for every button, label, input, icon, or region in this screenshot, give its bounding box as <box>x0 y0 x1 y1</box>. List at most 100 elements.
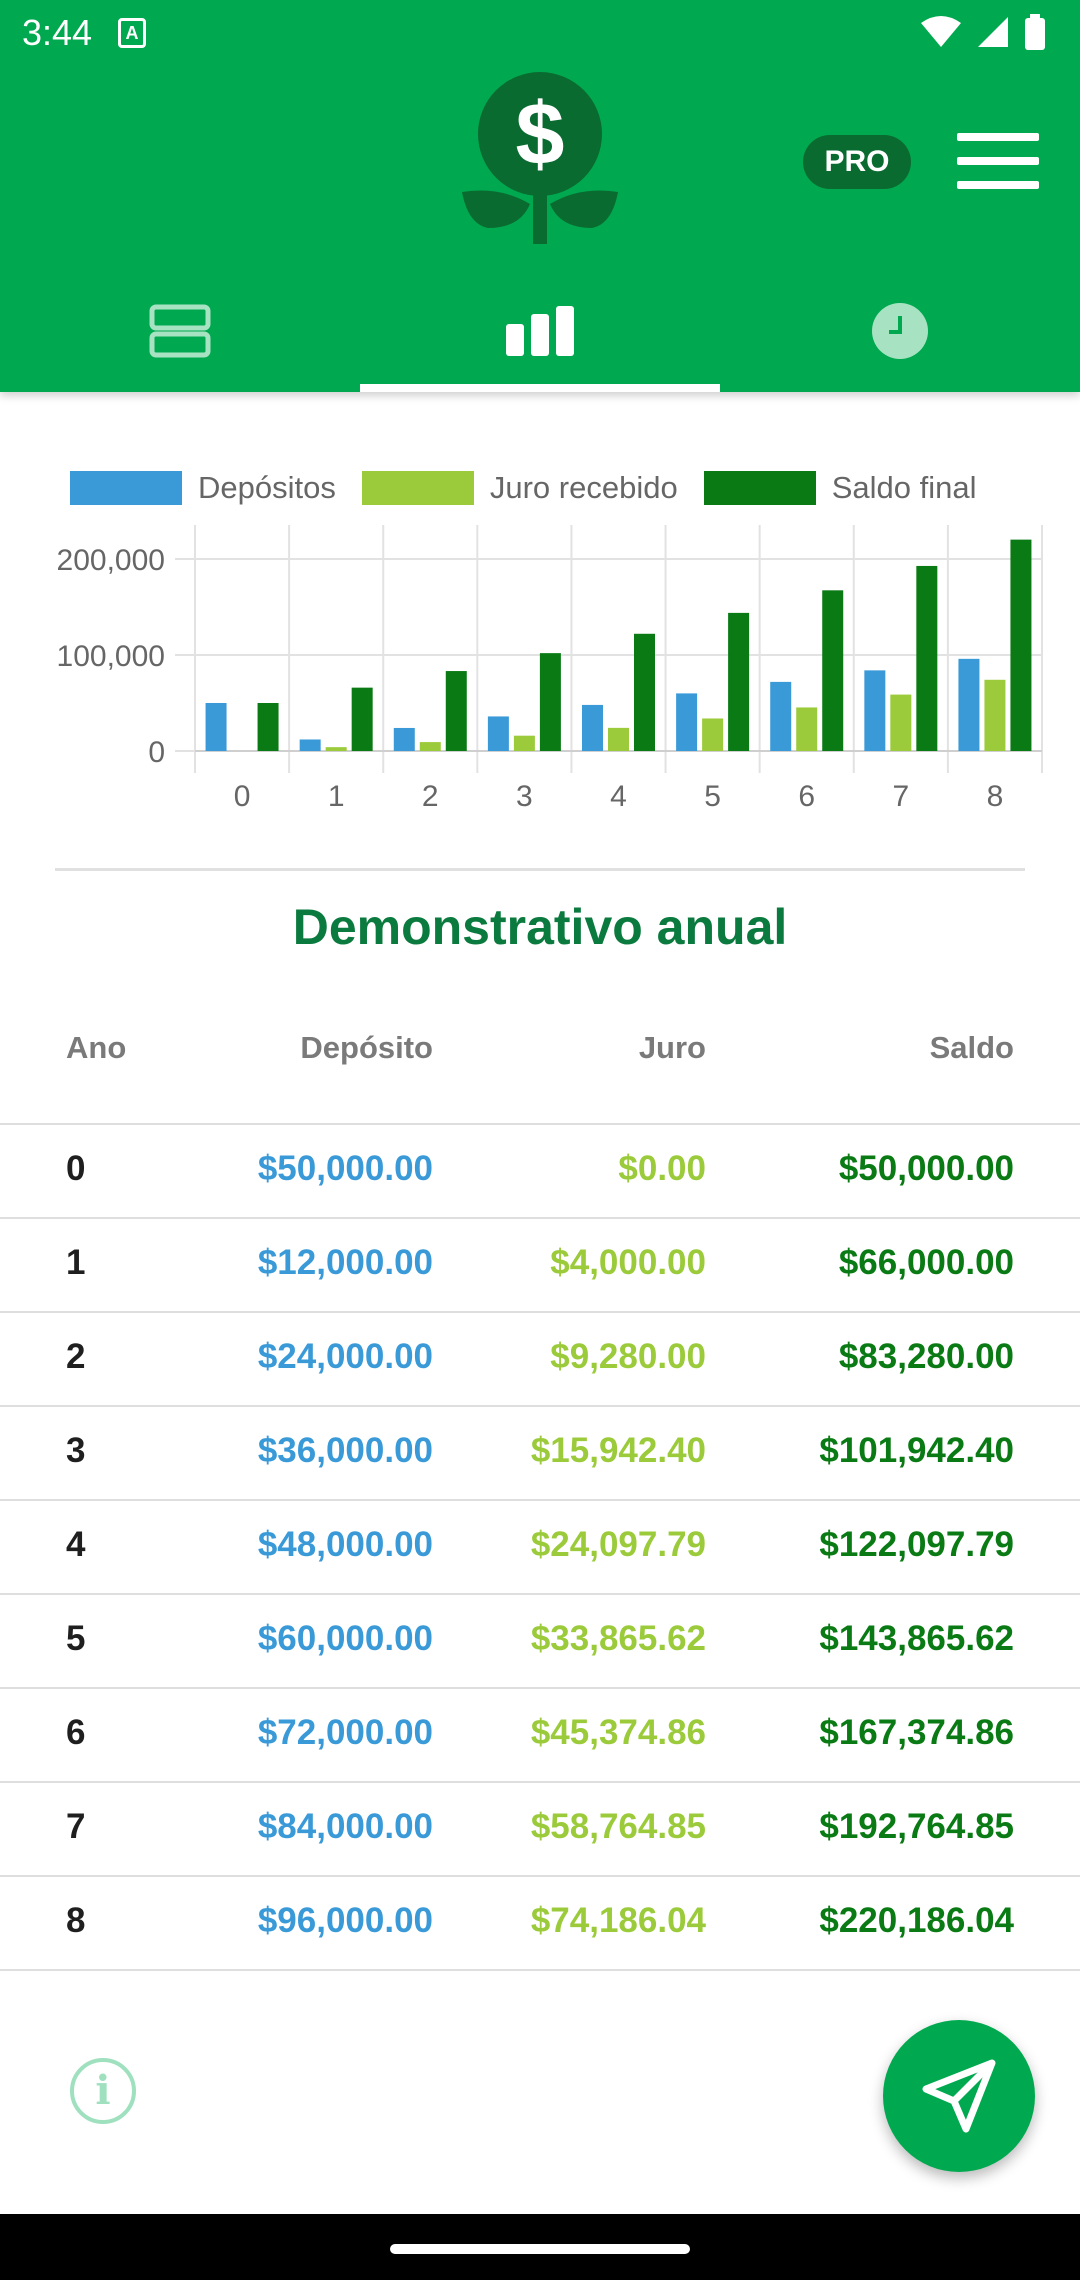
cell-deposit: $96,000.00 <box>257 1901 433 1940</box>
bar-juro-recebido <box>513 735 535 751</box>
cell-year: 6 <box>66 1713 86 1752</box>
bar-saldo-final <box>539 653 561 751</box>
cell-interest: $74,186.04 <box>530 1901 706 1940</box>
bar-juro-recebido <box>796 707 818 751</box>
table-row: 6 $72,000.00 $45,374.86 $167,374.86 <box>0 1689 1080 1783</box>
y-tick-label: 200,000 <box>57 544 165 577</box>
cell-year: 1 <box>66 1243 86 1282</box>
bar-saldo-final <box>728 612 750 751</box>
x-tick-label: 0 <box>234 780 251 813</box>
table-row: 4 $48,000.00 $24,097.79 $122,097.79 <box>0 1501 1080 1595</box>
battery-icon <box>1025 14 1045 50</box>
section-title: Demonstrativo anual <box>292 899 788 955</box>
hamburger-menu-icon[interactable] <box>955 130 1041 192</box>
cell-interest: $58,764.85 <box>530 1807 706 1846</box>
cell-interest: $45,374.86 <box>530 1713 706 1752</box>
cell-deposit: $36,000.00 <box>257 1431 433 1470</box>
cell-year: 3 <box>66 1431 86 1470</box>
legend-label-saldo: Saldo final <box>831 470 977 505</box>
cell-year: 2 <box>66 1337 86 1376</box>
svg-text:$: $ <box>516 84 565 183</box>
cell-deposit: $72,000.00 <box>257 1713 433 1752</box>
legend-swatch-saldo <box>703 471 816 505</box>
home-handle[interactable] <box>390 2244 690 2254</box>
chart-plot: 0 100,000 200,000 0 1 2 3 4 5 6 7 8 <box>57 525 1043 813</box>
bar-chart: Depósitos Juro recebido Saldo final 0 100… <box>0 440 1080 840</box>
bar-saldo-final <box>822 590 844 751</box>
cell-balance: $83,280.00 <box>838 1337 1014 1376</box>
legend-swatch-depositos <box>70 471 182 505</box>
x-tick-label: 4 <box>610 780 627 813</box>
table-header: Ano Depósito Juro Saldo <box>0 1000 1080 1125</box>
bar-juro-recebido <box>325 747 347 751</box>
bar-juro-recebido <box>890 694 912 751</box>
cell-deposit: $84,000.00 <box>257 1807 433 1846</box>
x-tick-label: 2 <box>422 780 439 813</box>
bar-juro-recebido <box>984 679 1006 751</box>
legend-label-juro: Juro recebido <box>489 470 678 505</box>
cell-deposit: $12,000.00 <box>257 1243 433 1282</box>
bar-juro-recebido <box>702 718 724 751</box>
x-tick-label: 8 <box>987 780 1004 813</box>
bar-juro-recebido <box>419 742 441 751</box>
dollar-plant-icon: $ <box>462 72 618 244</box>
bar-depósitos <box>958 658 980 751</box>
cell-deposit: $60,000.00 <box>257 1619 433 1658</box>
divider <box>55 868 1025 871</box>
cell-interest: $9,280.00 <box>550 1337 706 1376</box>
cell-balance: $122,097.79 <box>819 1525 1014 1564</box>
bar-depósitos <box>676 693 698 751</box>
pro-badge[interactable]: PRO <box>803 135 911 189</box>
cell-deposit: $24,000.00 <box>257 1337 433 1376</box>
bar-depósitos <box>487 716 509 751</box>
clock-icon <box>872 303 928 359</box>
cell-year: 5 <box>66 1619 86 1658</box>
bar-saldo-final <box>445 671 467 751</box>
x-tick-label: 7 <box>892 780 909 813</box>
cell-balance: $66,000.00 <box>838 1243 1014 1282</box>
header-balance: Saldo <box>929 1030 1014 1065</box>
bar-depósitos <box>864 670 886 751</box>
active-tab-indicator <box>360 384 720 392</box>
send-icon <box>922 2059 996 2133</box>
x-tick-label: 3 <box>516 780 533 813</box>
app-header: 3:44 A $ PRO <box>0 0 1080 392</box>
cell-interest: $15,942.40 <box>530 1431 706 1470</box>
cell-interest: $24,097.79 <box>530 1525 706 1564</box>
bar-depósitos <box>770 681 792 751</box>
tab-chart[interactable] <box>360 270 720 392</box>
cell-year: 4 <box>66 1525 86 1564</box>
bar-juro-recebido <box>608 727 629 751</box>
tab-bar <box>0 270 1080 392</box>
cell-balance: $50,000.00 <box>838 1149 1014 1188</box>
y-tick-label: 0 <box>148 736 165 769</box>
x-tick-label: 5 <box>704 780 721 813</box>
cell-year: 8 <box>66 1901 86 1940</box>
cell-year: 7 <box>66 1807 86 1846</box>
table-body: 0 $50,000.00 $0.00 $50,000.00 1 $12,000.00 $4,… <box>0 1125 1080 1971</box>
tab-history[interactable] <box>720 270 1080 392</box>
legend-item-saldo: Saldo final <box>703 470 977 506</box>
cell-balance: $167,374.86 <box>819 1713 1014 1752</box>
annual-table: Ano Depósito Juro Saldo 0 $50,000.00 $0.00… <box>0 1000 1080 1971</box>
cell-interest: $0.00 <box>618 1149 706 1188</box>
legend-swatch-juro <box>361 471 474 505</box>
signal-icon <box>978 17 1008 47</box>
send-button[interactable] <box>883 2020 1035 2172</box>
cell-deposit: $50,000.00 <box>257 1149 433 1188</box>
bar-chart-icon <box>506 306 574 356</box>
header-deposit: Depósito <box>300 1030 433 1065</box>
rows-icon <box>149 304 211 358</box>
tab-form[interactable] <box>0 270 360 392</box>
header-year: Ano <box>66 1030 127 1065</box>
legend-label-depositos: Depósitos <box>198 470 336 505</box>
status-bar: 3:44 A <box>0 0 1080 66</box>
legend-item-depositos: Depósitos <box>70 470 336 506</box>
cell-interest: $4,000.00 <box>550 1243 706 1282</box>
header-interest: Juro <box>638 1030 706 1065</box>
bar-depósitos <box>299 739 321 751</box>
cell-balance: $192,764.85 <box>819 1807 1014 1846</box>
table-row: 1 $12,000.00 $4,000.00 $66,000.00 <box>0 1219 1080 1313</box>
table-row: 2 $24,000.00 $9,280.00 $83,280.00 <box>0 1313 1080 1407</box>
info-icon[interactable]: i <box>70 2058 136 2124</box>
